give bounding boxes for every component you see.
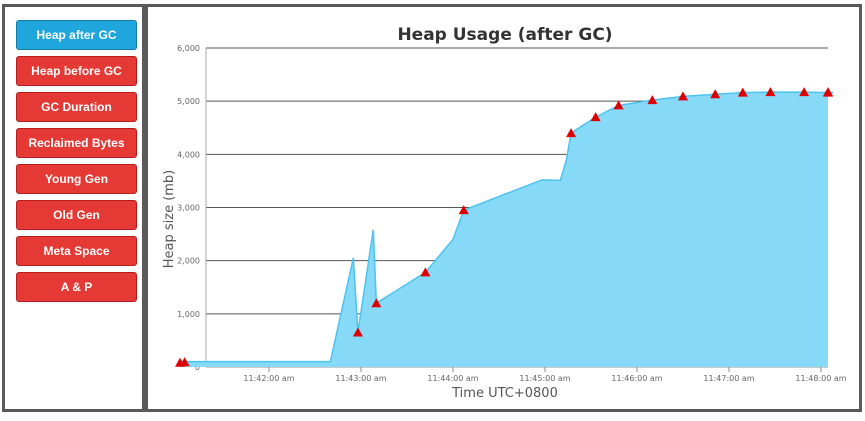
a-and-p-button[interactable]: A & P — [16, 272, 137, 302]
y-tick-label: 2,000 — [177, 257, 200, 266]
gc-event-marker — [799, 87, 810, 97]
old-gen-button[interactable]: Old Gen — [16, 200, 137, 230]
chart-panel: Heap Usage (after GC) Time UTC+0800 Heap… — [148, 4, 862, 412]
gc-event-marker — [613, 100, 624, 110]
y-tick-label: 6,000 — [177, 44, 200, 53]
heap-series-line — [180, 91, 834, 363]
x-tick-label: 11:44:00 am — [427, 374, 478, 383]
chart-title: Heap Usage (after GC) — [397, 25, 612, 45]
y-tick-label: 1,000 — [177, 310, 200, 319]
y-tick-label: 3,000 — [177, 204, 200, 213]
x-tick-label: 11:46:00 am — [611, 374, 662, 383]
metric-sidebar: Heap after GC Heap before GC GC Duration… — [2, 4, 142, 412]
x-tick-label: 11:42:00 am — [243, 374, 294, 383]
x-tick-label: 11:45:00 am — [519, 374, 570, 383]
y-axis-label: Heap size (mb) — [162, 170, 177, 269]
gc-event-marker — [678, 91, 688, 101]
y-tick-label: 5,000 — [177, 97, 200, 106]
x-tick-label: 11:48:00 am — [795, 374, 846, 383]
y-tick-label: 4,000 — [177, 150, 200, 159]
heap-usage-chart: Heap Usage (after GC) Time UTC+0800 Heap… — [162, 25, 847, 401]
x-axis-label: Time UTC+0800 — [451, 386, 558, 401]
gc-event-marker — [566, 128, 577, 138]
gc-event-marker — [420, 267, 431, 277]
young-gen-button[interactable]: Young Gen — [16, 164, 137, 194]
heap-after-gc-button[interactable]: Heap after GC — [16, 20, 137, 50]
gc-duration-button[interactable]: GC Duration — [16, 92, 137, 122]
x-tick-label: 11:43:00 am — [335, 374, 386, 383]
gc-event-marker — [765, 87, 776, 97]
gc-event-marker — [371, 298, 382, 308]
x-tick-label: 11:47:00 am — [703, 374, 754, 383]
meta-space-button[interactable]: Meta Space — [16, 236, 137, 266]
gc-event-marker — [647, 95, 658, 105]
heap-before-gc-button[interactable]: Heap before GC — [16, 56, 137, 86]
y-tick-label: 0 — [195, 363, 200, 372]
reclaimed-bytes-button[interactable]: Reclaimed Bytes — [16, 128, 137, 158]
gc-event-marker — [710, 89, 721, 99]
panel-divider — [142, 4, 148, 412]
gc-event-marker — [737, 87, 748, 97]
gc-event-marker — [458, 205, 469, 215]
gc-event-marker — [590, 112, 601, 122]
gc-event-marker — [352, 327, 363, 337]
gc-event-marker — [823, 87, 833, 97]
gc-event-marker — [179, 357, 190, 367]
heap-area-fill — [180, 92, 834, 368]
